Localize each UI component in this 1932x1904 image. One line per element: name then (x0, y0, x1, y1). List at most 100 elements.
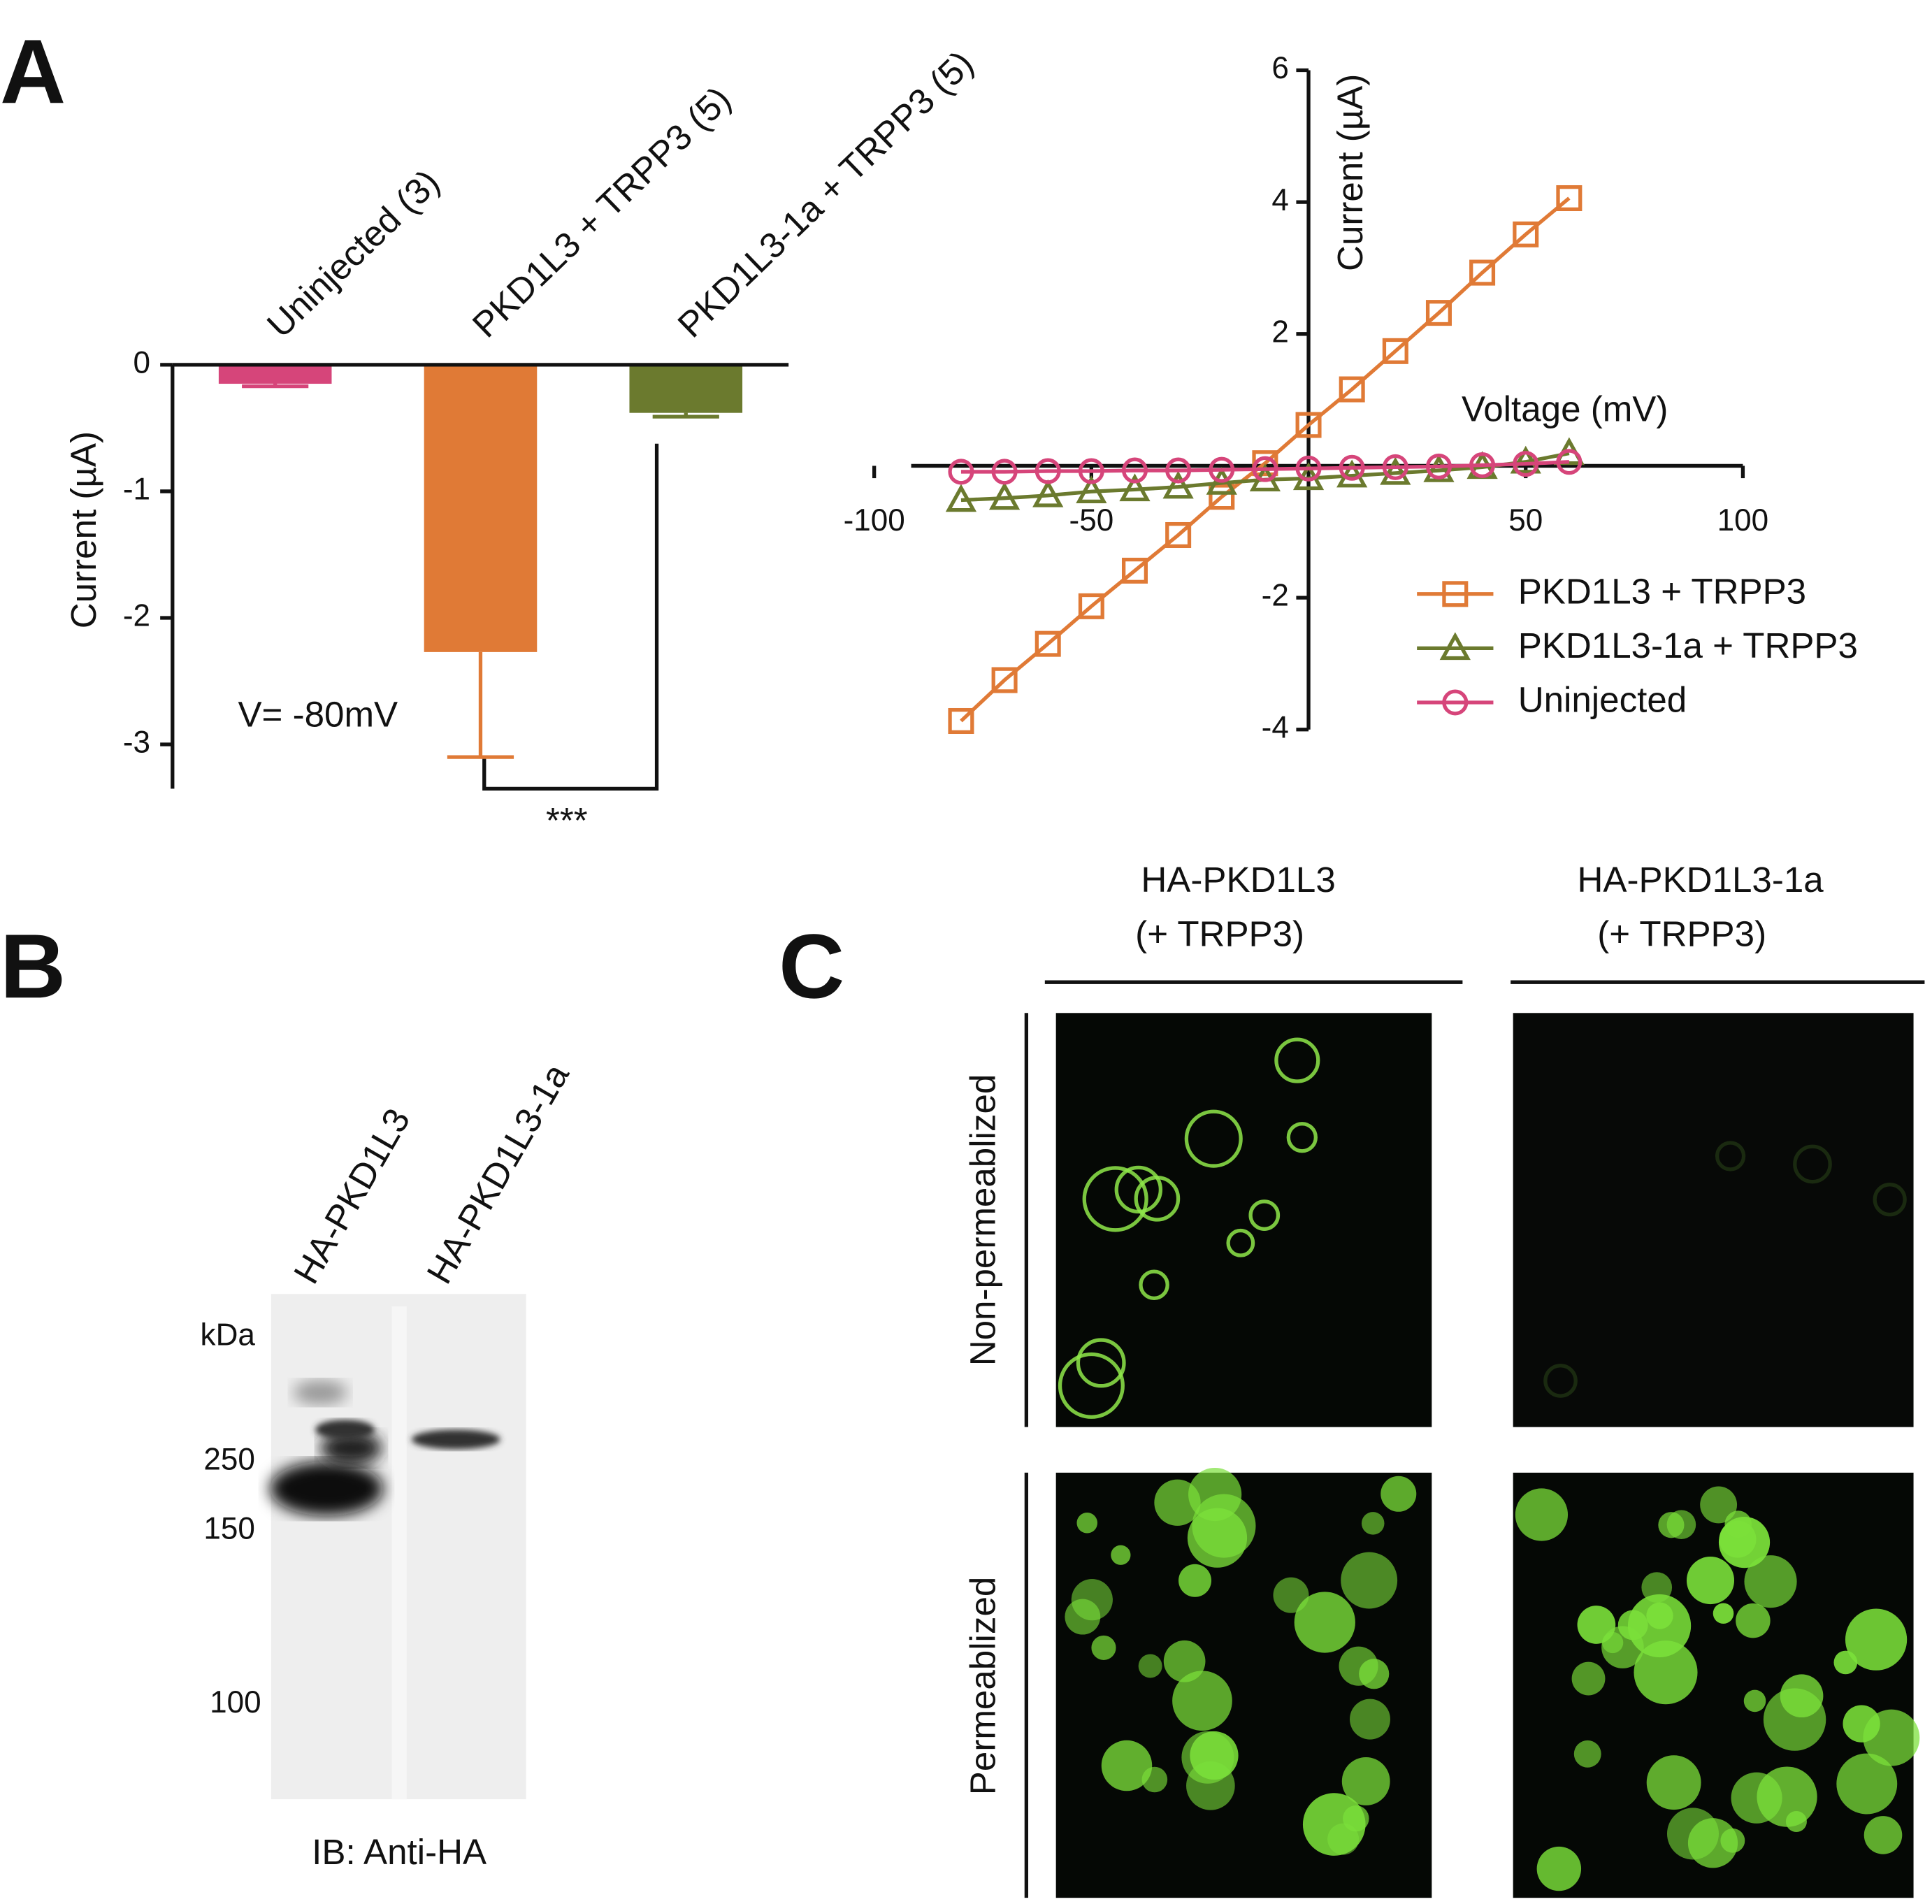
y-axis-label: Current (µA) (64, 431, 103, 628)
bar (424, 364, 538, 652)
marker (1209, 484, 1235, 510)
marker (1252, 456, 1278, 482)
cell (1720, 1828, 1745, 1853)
blot-band (315, 1420, 375, 1440)
row-label: Permeablized (963, 1577, 1003, 1796)
cell (1515, 1488, 1569, 1541)
cell (1686, 1557, 1735, 1605)
y-axis-label: Current (µA) (1330, 74, 1370, 271)
cell (1666, 1808, 1719, 1860)
series-line (960, 460, 1569, 474)
cell (1341, 1757, 1390, 1805)
y-tick-label: -2 (1262, 579, 1289, 613)
column-title: HA-PKD1L3 (1141, 860, 1335, 900)
marker (1165, 521, 1192, 549)
cell (1101, 1740, 1153, 1791)
marker (1076, 475, 1107, 503)
marker-label: 100 (210, 1685, 261, 1719)
cell (1543, 1364, 1578, 1398)
legend-label: Uninjected (1518, 679, 1687, 719)
blot-smear (293, 1380, 348, 1405)
marker (1295, 455, 1322, 482)
cell (1571, 1661, 1606, 1696)
cell (1713, 1603, 1734, 1624)
marker (1119, 473, 1151, 502)
y-tick-label: -1 (123, 473, 150, 507)
cell (1187, 1508, 1248, 1568)
y-tick-label: -4 (1262, 710, 1289, 744)
cell (1715, 1141, 1746, 1171)
cell (1658, 1512, 1685, 1538)
micrograph (1513, 1013, 1914, 1427)
marker (1121, 457, 1148, 484)
cell (1836, 1753, 1898, 1815)
marker (1121, 557, 1148, 584)
bar (629, 364, 743, 413)
cell (1248, 1199, 1281, 1231)
cell (1627, 1594, 1692, 1658)
x-tick-label: 100 (1717, 503, 1769, 538)
marker-label: 150 (203, 1511, 255, 1545)
error-bar (242, 384, 309, 389)
marker-label: 250 (203, 1443, 255, 1477)
cell (1058, 1352, 1125, 1419)
marker (1382, 338, 1408, 364)
cell (1736, 1603, 1771, 1638)
cell (1111, 1545, 1131, 1565)
cell (1863, 1816, 1903, 1854)
cell (1380, 1476, 1417, 1512)
cell (1286, 1122, 1318, 1153)
marker (1165, 457, 1192, 484)
x-tick-label: 50 (1508, 503, 1543, 538)
cell (1274, 1037, 1320, 1083)
column-subtitle: (+ TRPP3) (1135, 914, 1304, 953)
x-axis-label: Voltage (mV) (1462, 389, 1668, 428)
cell (1138, 1654, 1162, 1678)
series-line (960, 196, 1571, 723)
lane-label: HA-PKD1L3 (286, 1102, 418, 1290)
blot-band (270, 1462, 384, 1516)
panel-letter: B (0, 915, 66, 1017)
cell (1114, 1165, 1163, 1214)
unit-label: kDa (201, 1318, 256, 1353)
significance-label: *** (546, 800, 588, 840)
marker (1380, 456, 1411, 485)
cell (1139, 1269, 1169, 1301)
micrograph (1055, 1013, 1432, 1427)
y-tick-label: -3 (123, 726, 150, 760)
legend-marker (1442, 689, 1469, 716)
cell (1646, 1755, 1701, 1810)
marker (1339, 454, 1365, 481)
cell (1573, 1740, 1601, 1768)
cell (1634, 1640, 1698, 1705)
blot-band (320, 1430, 382, 1466)
cell (1793, 1144, 1832, 1184)
x-tick-label: -50 (1069, 503, 1114, 538)
cell (1743, 1689, 1766, 1712)
cell (1361, 1512, 1385, 1535)
marker (1336, 459, 1368, 488)
legend-marker (1439, 632, 1471, 661)
cell (1744, 1555, 1797, 1608)
cell (1184, 1109, 1243, 1168)
cell (1178, 1564, 1212, 1597)
cell (1602, 1631, 1624, 1654)
cell (1181, 1731, 1234, 1784)
y-tick-label: 2 (1271, 315, 1289, 349)
marker (1035, 458, 1061, 484)
cell (1719, 1520, 1757, 1558)
cell (1780, 1674, 1824, 1718)
blot-band (411, 1429, 500, 1450)
blot-lane-gap (391, 1306, 407, 1800)
marker (1078, 593, 1104, 619)
legend-label: PKD1L3-1a + TRPP3 (1518, 626, 1858, 665)
blot-caption: IB: Anti-HA (312, 1832, 486, 1872)
marker (1556, 449, 1583, 475)
marker (1162, 470, 1194, 499)
cell (1731, 1772, 1782, 1824)
category-label: Uninjected (3) (259, 162, 447, 345)
cell (1873, 1183, 1907, 1217)
marker (991, 667, 1018, 693)
significance-bracket (482, 443, 659, 791)
